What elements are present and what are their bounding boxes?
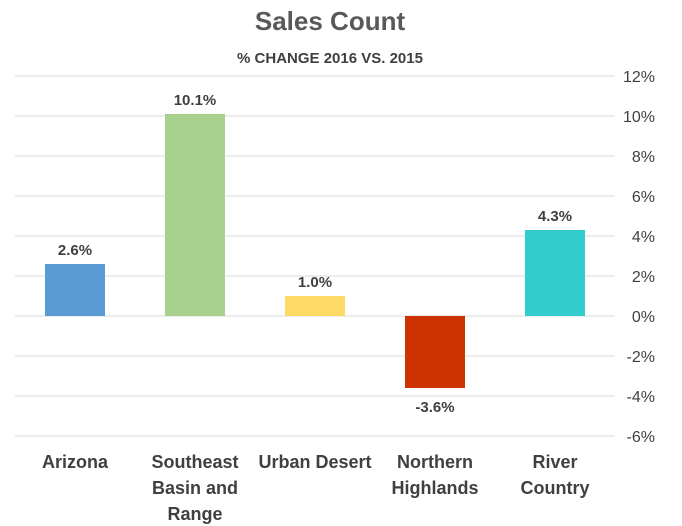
y-tick-label: -2% — [627, 349, 655, 366]
category-label-line: Urban Desert — [258, 452, 371, 472]
bar — [405, 316, 465, 388]
data-label: -3.6% — [415, 399, 454, 416]
y-axis-tick-labels: 12% 10% 8% 6% 4% 2% 0% -2% -4% -6% — [623, 69, 655, 446]
bar — [525, 230, 585, 316]
category-label-line: Range — [167, 504, 222, 524]
data-label: 2.6% — [58, 242, 92, 259]
category-label: Southeast Basin and Range — [151, 452, 238, 524]
bar — [45, 264, 105, 316]
y-tick-label: 4% — [632, 229, 655, 246]
category-label: Northern Highlands — [391, 452, 478, 498]
y-tick-label: 2% — [632, 269, 655, 286]
bars — [45, 114, 585, 388]
chart-title: Sales Count — [254, 6, 406, 36]
chart-subtitle: % CHANGE 2016 VS. 2015 — [237, 50, 423, 67]
y-tick-label: 10% — [623, 109, 655, 126]
category-label: Urban Desert — [258, 452, 371, 472]
category-label-line: Basin and — [152, 478, 238, 498]
y-tick-label: 0% — [632, 309, 655, 326]
bar — [285, 296, 345, 316]
category-label-line: Arizona — [42, 452, 109, 472]
y-tick-label: -4% — [627, 389, 655, 406]
category-label: Arizona — [42, 452, 109, 472]
y-tick-label: 12% — [623, 69, 655, 86]
bar — [165, 114, 225, 316]
category-labels: Arizona Southeast Basin and Range Urban Dese… — [42, 452, 590, 524]
category-label-line: Northern — [397, 452, 473, 472]
category-label: River Country — [521, 452, 590, 498]
category-label-line: Country — [521, 478, 590, 498]
category-label-line: River — [532, 452, 577, 472]
data-labels: 2.6% 10.1% 1.0% -3.6% 4.3% — [58, 92, 572, 416]
data-label: 1.0% — [298, 274, 332, 291]
y-tick-label: -6% — [627, 429, 655, 446]
y-tick-label: 8% — [632, 149, 655, 166]
category-label-line: Highlands — [391, 478, 478, 498]
category-label-line: Southeast — [151, 452, 238, 472]
data-label: 4.3% — [538, 208, 572, 225]
y-tick-label: 6% — [632, 189, 655, 206]
data-label: 10.1% — [174, 92, 217, 109]
